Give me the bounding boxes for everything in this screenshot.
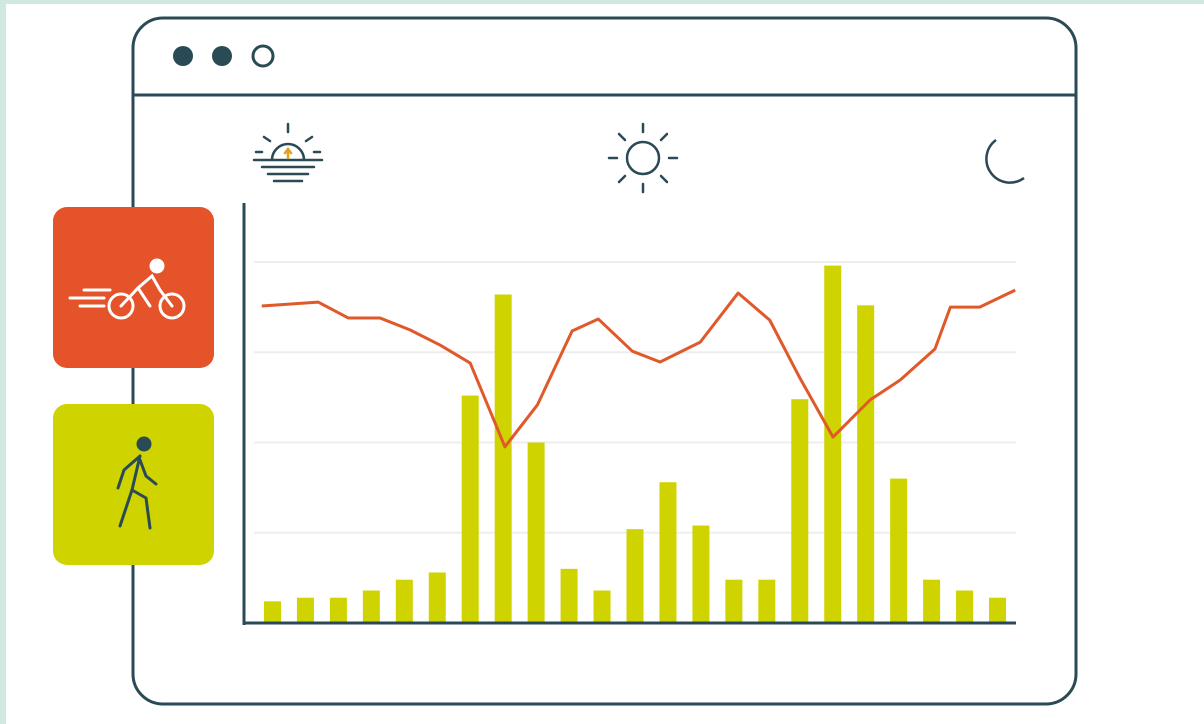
window-dot bbox=[212, 46, 232, 66]
window-dot bbox=[173, 46, 193, 66]
sunrise-icon bbox=[252, 122, 324, 183]
bar bbox=[494, 294, 512, 623]
bike-icon bbox=[68, 258, 186, 320]
bar bbox=[527, 442, 545, 623]
bar bbox=[692, 525, 710, 623]
bar bbox=[857, 305, 875, 623]
bar bbox=[791, 399, 809, 623]
plot bbox=[254, 261, 1016, 623]
bar bbox=[296, 597, 314, 623]
window-dot bbox=[251, 44, 275, 68]
sun-icon bbox=[607, 122, 679, 194]
bar bbox=[824, 265, 842, 623]
bar bbox=[956, 590, 974, 623]
bar bbox=[428, 572, 446, 623]
edge bbox=[0, 0, 1204, 4]
bar bbox=[461, 395, 479, 623]
bar bbox=[989, 597, 1007, 623]
moon-icon bbox=[985, 138, 1025, 184]
bar bbox=[890, 478, 908, 623]
bar bbox=[263, 601, 281, 623]
bar bbox=[395, 579, 413, 623]
bike-tile bbox=[53, 207, 214, 368]
bar bbox=[758, 579, 776, 623]
bar bbox=[626, 529, 644, 623]
edge bbox=[0, 0, 6, 724]
walk-icon bbox=[116, 436, 158, 530]
bar bbox=[659, 482, 677, 623]
bar bbox=[725, 579, 743, 623]
bar bbox=[923, 579, 941, 623]
bar bbox=[362, 590, 380, 623]
bar bbox=[593, 590, 611, 623]
line bbox=[261, 288, 1016, 449]
bar bbox=[560, 568, 578, 623]
bar bbox=[329, 597, 347, 623]
